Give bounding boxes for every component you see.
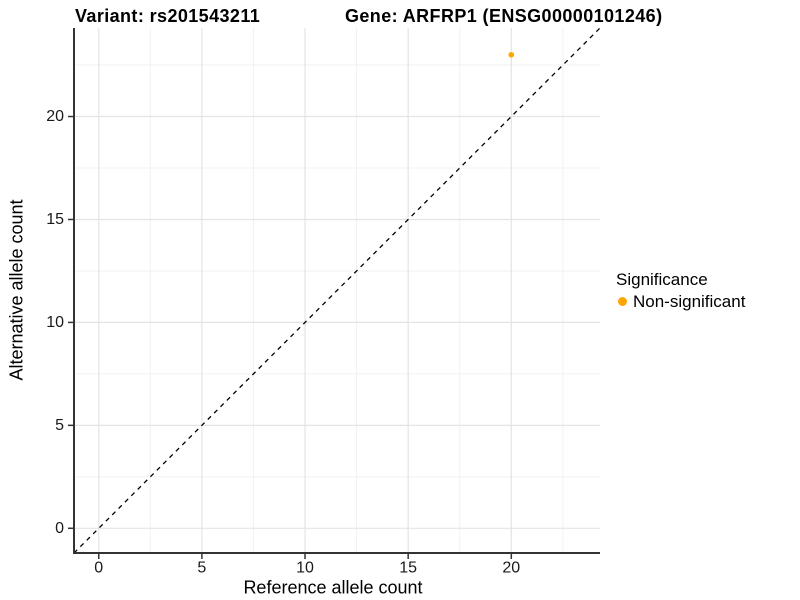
identity-line (73, 27, 601, 554)
data-point (508, 51, 515, 58)
x-axis-title: Reference allele count (243, 577, 423, 598)
x-tick-label: 10 (296, 559, 314, 576)
x-tick-label: 5 (197, 559, 206, 576)
legend-item: Non-significant (616, 291, 745, 312)
y-axis-title: Alternative allele count (6, 199, 27, 381)
x-tick-label: 0 (94, 559, 103, 576)
gene-title: Gene: ARFRP1 (ENSG00000101246) (345, 6, 663, 26)
y-tick-label: 10 (46, 314, 64, 331)
y-tick-label: 15 (46, 211, 64, 228)
legend-item-label: Non-significant (633, 291, 746, 311)
x-tick-label: 20 (502, 559, 520, 576)
legend-point-icon (618, 297, 627, 306)
x-tick-label: 15 (399, 559, 417, 576)
variant-title: Variant: rs201543211 (75, 6, 261, 26)
legend: Significance Non-significant (616, 269, 745, 312)
legend-title: Significance (616, 270, 708, 289)
y-tick-label: 0 (55, 520, 64, 537)
y-tick-label: 5 (55, 417, 64, 434)
y-tick-label: 20 (46, 108, 64, 125)
